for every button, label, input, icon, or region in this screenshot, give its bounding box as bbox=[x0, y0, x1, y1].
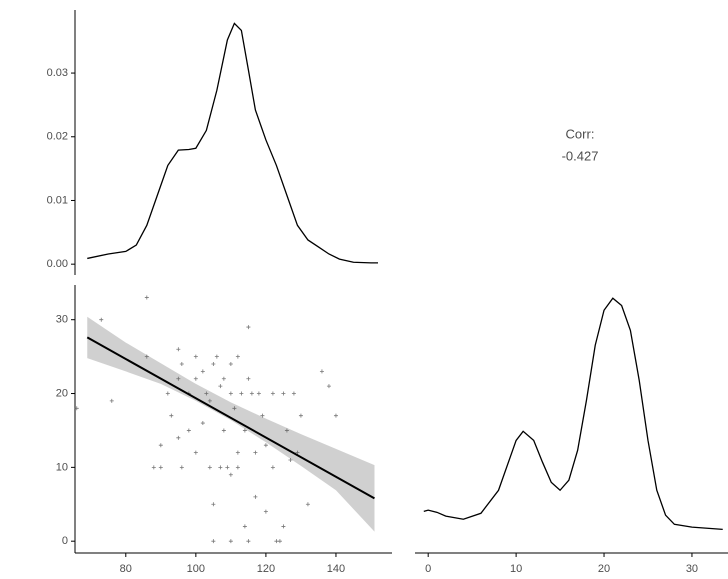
point bbox=[211, 539, 216, 544]
regression-line bbox=[86, 336, 375, 500]
point bbox=[193, 354, 198, 359]
point bbox=[218, 465, 223, 470]
point bbox=[235, 465, 240, 470]
point bbox=[214, 354, 219, 359]
y-tick-label: 0 bbox=[62, 535, 68, 547]
point bbox=[179, 465, 184, 470]
point bbox=[186, 428, 191, 433]
point bbox=[326, 384, 331, 389]
point bbox=[298, 413, 303, 418]
y-tick-label: 20 bbox=[56, 387, 68, 399]
point bbox=[200, 369, 205, 374]
point bbox=[270, 391, 275, 396]
point bbox=[288, 457, 293, 462]
point bbox=[176, 376, 181, 381]
point bbox=[207, 398, 212, 403]
x-tick-label: 20 bbox=[598, 563, 610, 575]
point bbox=[228, 391, 233, 396]
corr-value: -0.427 bbox=[562, 148, 599, 163]
point bbox=[263, 443, 268, 448]
y-tick-label: 0.03 bbox=[47, 67, 68, 79]
point bbox=[99, 317, 104, 322]
point bbox=[228, 361, 233, 366]
y-tick-label: 10 bbox=[56, 461, 68, 473]
point bbox=[284, 428, 289, 433]
point bbox=[249, 391, 254, 396]
point bbox=[305, 502, 310, 507]
point bbox=[232, 406, 237, 411]
point bbox=[228, 472, 233, 477]
point bbox=[200, 421, 205, 426]
x-tick-label: 30 bbox=[686, 563, 698, 575]
point bbox=[260, 413, 265, 418]
point bbox=[333, 413, 338, 418]
y-tick-label: 30 bbox=[56, 314, 68, 326]
point bbox=[218, 384, 223, 389]
point bbox=[158, 465, 163, 470]
point bbox=[228, 539, 233, 544]
point bbox=[74, 406, 79, 411]
point bbox=[204, 391, 209, 396]
point bbox=[274, 539, 279, 544]
confidence-band bbox=[87, 316, 375, 532]
point bbox=[235, 354, 240, 359]
point bbox=[281, 524, 286, 529]
point bbox=[239, 391, 244, 396]
point bbox=[144, 354, 149, 359]
point bbox=[246, 539, 251, 544]
y-tick-label: 0.00 bbox=[47, 258, 68, 270]
point bbox=[193, 450, 198, 455]
point bbox=[144, 295, 149, 300]
point bbox=[221, 376, 226, 381]
point bbox=[263, 509, 268, 514]
point bbox=[235, 450, 240, 455]
point bbox=[176, 347, 181, 352]
x-tick-label: 10 bbox=[510, 563, 522, 575]
point bbox=[151, 465, 156, 470]
point bbox=[291, 391, 296, 396]
corr-label: Corr: bbox=[566, 126, 595, 141]
point bbox=[158, 443, 163, 448]
x-tick-label: 80 bbox=[120, 563, 132, 575]
point bbox=[246, 325, 251, 330]
point bbox=[165, 391, 170, 396]
point bbox=[256, 391, 261, 396]
x-tick-label: 100 bbox=[187, 563, 205, 575]
point bbox=[242, 524, 247, 529]
point bbox=[295, 450, 300, 455]
point bbox=[221, 428, 226, 433]
point bbox=[242, 428, 247, 433]
point bbox=[211, 361, 216, 366]
point bbox=[281, 391, 286, 396]
point bbox=[169, 413, 174, 418]
point bbox=[179, 361, 184, 366]
point bbox=[207, 465, 212, 470]
point bbox=[253, 450, 258, 455]
y-tick-label: 0.01 bbox=[47, 194, 68, 206]
point bbox=[277, 539, 282, 544]
density-line bbox=[87, 22, 378, 264]
x-tick-label: 140 bbox=[327, 563, 345, 575]
point bbox=[193, 376, 198, 381]
point bbox=[319, 369, 324, 374]
point bbox=[246, 376, 251, 381]
point bbox=[225, 465, 230, 470]
y-tick-label: 0.02 bbox=[47, 131, 68, 143]
point bbox=[253, 494, 258, 499]
x-tick-label: 120 bbox=[257, 563, 275, 575]
point bbox=[109, 398, 114, 403]
x-tick-label: 0 bbox=[425, 563, 431, 575]
density-line bbox=[423, 297, 723, 531]
point bbox=[176, 435, 181, 440]
point bbox=[211, 502, 216, 507]
point bbox=[270, 465, 275, 470]
